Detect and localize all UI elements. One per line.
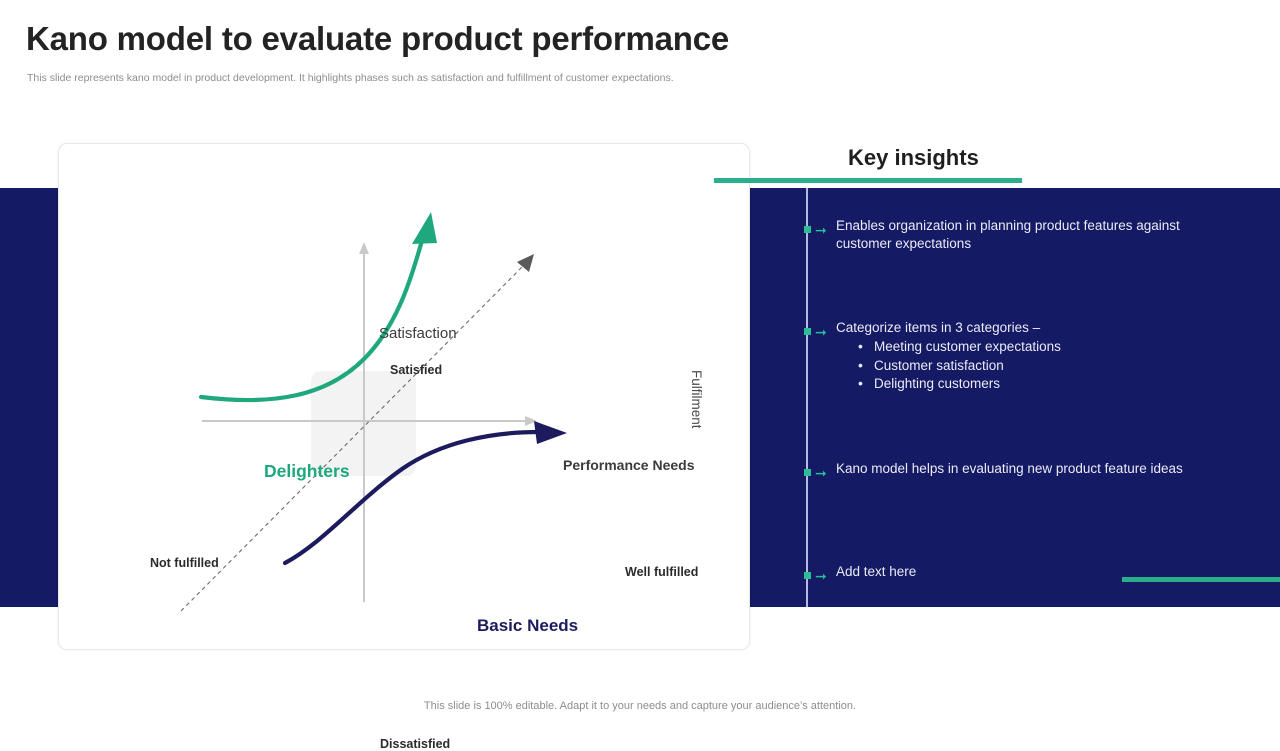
square-icon	[804, 226, 811, 233]
list-item-body: Add text here	[836, 563, 916, 581]
square-icon	[804, 469, 811, 476]
list-item-body: Categorize items in 3 categories – Meeti…	[836, 319, 1061, 394]
chart-series-label-delighters: Delighters	[264, 461, 350, 481]
sublist-item: Meeting customer expectations	[836, 337, 1061, 357]
basic-needs-arrowhead	[534, 421, 567, 444]
key-insights-vertical-spine	[806, 188, 808, 607]
list-item-label: Add text here	[836, 564, 917, 579]
performance-needs-arrowhead	[517, 254, 534, 272]
delighters-curve	[198, 241, 424, 403]
arrow-right-icon: ➞	[815, 568, 827, 584]
slide-footer-note: This slide is 100% editable. Adapt it to…	[423, 700, 857, 712]
list-item-sublist: Meeting customer expectations Customer s…	[836, 337, 1061, 394]
delighters-arrowhead	[412, 212, 437, 244]
chart-series-label-performance-needs: Performance Needs	[563, 457, 695, 473]
kano-model-diagram	[180, 212, 567, 612]
chart-axis-label-fulfilment: Fulfilment	[689, 370, 704, 429]
bullet-arrow-marker: ➞	[800, 221, 836, 239]
list-item-label: Kano model helps in evaluating new produ…	[836, 461, 1183, 476]
chart-label-well-fulfilled: Well fulfilled	[625, 565, 699, 579]
list-item-body: Enables organization in planning product…	[836, 217, 1206, 253]
key-insights-heading: Key insights	[848, 145, 979, 170]
bullet-arrow-marker: ➞	[800, 323, 836, 341]
basic-needs-curve	[282, 429, 542, 566]
list-item-body: Kano model helps in evaluating new produ…	[836, 460, 1183, 478]
list-item-label: Categorize items in 3 categories –	[836, 320, 1041, 335]
list-item[interactable]: ➞ Add text here	[800, 563, 916, 585]
square-icon	[804, 328, 811, 335]
page-subtitle: This slide represents kano model in prod…	[27, 72, 674, 84]
bullet-arrow-marker: ➞	[800, 567, 836, 585]
chart-label-not-fulfilled: Not fulfilled	[150, 556, 219, 570]
arrow-right-icon: ➞	[815, 465, 827, 481]
sublist-item: Delighting customers	[836, 374, 1061, 394]
list-item-label: Enables organization in planning product…	[836, 218, 1180, 252]
chart-series-label-basic-needs: Basic Needs	[477, 616, 579, 635]
chart-label-dissatisfied: Dissatisfied	[380, 737, 451, 751]
page-title: Kano model to evaluate product performan…	[26, 20, 730, 57]
square-icon	[804, 572, 811, 579]
key-insights-underline	[714, 178, 1022, 183]
chart-label-satisfied: Satisfied	[390, 363, 443, 377]
arrow-right-icon: ➞	[815, 324, 827, 340]
arrow-right-icon: ➞	[815, 222, 827, 238]
x-axis-arrowhead	[525, 416, 537, 426]
list-item[interactable]: ➞ Enables organization in planning produ…	[800, 217, 1206, 253]
y-axis-arrowhead	[359, 242, 369, 254]
list-item[interactable]: ➞ Categorize items in 3 categories – Mee…	[800, 319, 1061, 394]
bottom-accent-bar	[1122, 577, 1280, 582]
list-item[interactable]: ➞ Kano model helps in evaluating new pro…	[800, 460, 1183, 482]
sublist-item: Customer satisfaction	[836, 356, 1061, 376]
chart-label-satisfaction: Satisfaction	[379, 325, 457, 342]
kano-model-chart-card: Satisfaction Satisfied Dissatisfied Not …	[58, 143, 750, 751]
bullet-arrow-marker: ➞	[800, 464, 836, 482]
